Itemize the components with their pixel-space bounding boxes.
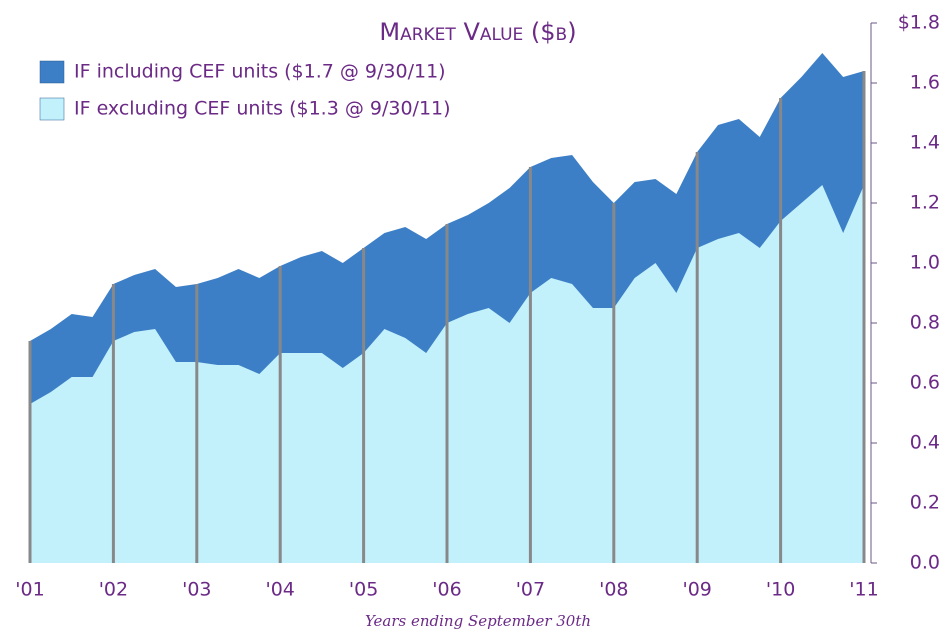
legend-label: IF including CEF units ($1.7 @ 9/30/11)	[74, 61, 446, 83]
y-tick-label: 1.4	[910, 132, 940, 154]
y-tick-label: 0.4	[910, 432, 940, 454]
x-tick-label: '05	[349, 579, 378, 601]
y-tick-label: 0.6	[910, 372, 940, 394]
x-tick-label: '09	[682, 579, 711, 601]
x-tick-label: '06	[432, 579, 461, 601]
x-tick-label: '10	[766, 579, 795, 601]
x-tick-label: '01	[15, 579, 44, 601]
x-tick-label: '11	[849, 579, 878, 601]
chart-title: Market Value ($b)	[379, 18, 576, 46]
x-tick-label: '07	[516, 579, 545, 601]
y-tick-label: 1.2	[910, 192, 940, 214]
legend-swatch	[39, 97, 65, 121]
x-tick-label: '04	[265, 579, 294, 601]
legend-label: IF excluding CEF units ($1.3 @ 9/30/11)	[74, 98, 451, 120]
legend-swatch	[39, 60, 65, 84]
x-tick-label: '03	[182, 579, 211, 601]
y-tick-label: 1.6	[910, 72, 940, 94]
y-tick-label: 0.8	[910, 312, 940, 334]
x-tick-label: '02	[99, 579, 128, 601]
x-tick-label: '08	[599, 579, 628, 601]
y-tick-label: 0.2	[910, 492, 940, 514]
y-tick-label: $1.8	[898, 12, 940, 34]
y-tick-label: 1.0	[910, 252, 940, 274]
x-axis-label: Years ending September 30th	[365, 612, 591, 630]
y-tick-label: 0.0	[910, 552, 940, 574]
